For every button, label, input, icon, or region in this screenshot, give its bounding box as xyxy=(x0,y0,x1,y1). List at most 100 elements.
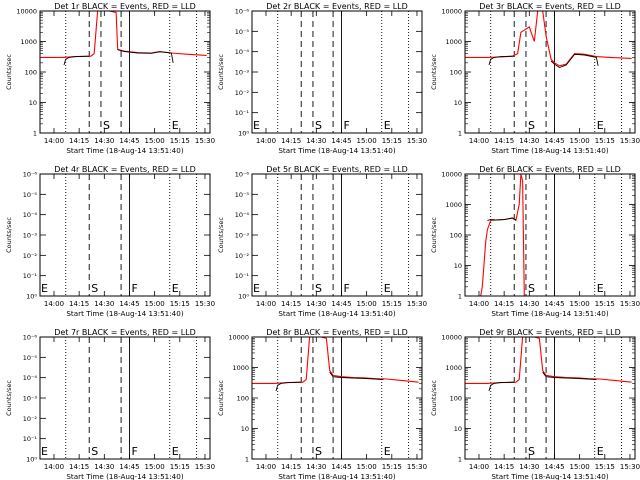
panel-8-frame xyxy=(251,336,423,460)
panel-8-ytick-label: 10 xyxy=(241,425,249,433)
panel-7-edge-label: E xyxy=(41,445,48,458)
panel-3-xtick-label: 14:30 xyxy=(519,137,539,145)
panel-6-xlabel: Start Time (18-Aug-14 13:51:40) xyxy=(491,309,608,318)
panel-1-marker-label: E xyxy=(172,119,179,132)
panel-5-xtick-label: 15:30 xyxy=(407,300,427,308)
panel-1-ylabel: Counts/sec xyxy=(5,54,13,90)
panel-1-ytick-label: 10 xyxy=(29,99,37,107)
panel-3-xtick-label: 15:15 xyxy=(595,137,615,145)
panel-8-series-events-line xyxy=(275,381,302,392)
panel-7-marker-label: E xyxy=(172,445,179,458)
panel-7-ytick-label: 10⁻⁵ xyxy=(23,354,38,362)
panel-4-marker-label: E xyxy=(172,282,179,295)
panel-4-xtick-label: 15:15 xyxy=(170,300,190,308)
panel-4-xtick-label: 14:15 xyxy=(69,300,89,308)
panel-4-xtick-label: 14:30 xyxy=(94,300,114,308)
panel-3-ytick-label: 10 xyxy=(454,99,462,107)
panel-9-xtick-label: 14:45 xyxy=(544,463,564,471)
panel-1-frame xyxy=(39,10,211,134)
panel-2-xtick-label: 14:15 xyxy=(281,137,301,145)
panel-1-xtick-label: 14:45 xyxy=(119,137,139,145)
panel-1: Det 1r BLACK = Events, RED = LLD Counts/s… xyxy=(5,2,215,155)
panel-8-marker-label: E xyxy=(384,445,391,458)
panel-6-xtick-label: 15:15 xyxy=(595,300,615,308)
panel-4: Det 4r BLACK = Events, RED = LLD Counts/s… xyxy=(5,165,215,318)
panel-2-ytick-label: 10⁻⁵ xyxy=(235,28,250,36)
panel-5-ytick-label: 10⁻⁶ xyxy=(235,171,250,179)
panel-2-ytick-label: 10⁻¹ xyxy=(235,109,250,117)
panel-2-ytick-label: 10⁻³ xyxy=(235,69,250,77)
panel-1-marker-label: S xyxy=(103,119,110,132)
panel-9-xlabel: Start Time (18-Aug-14 13:51:40) xyxy=(491,472,608,480)
panel-9-xtick-label: 14:30 xyxy=(519,463,539,471)
panel-4-ytick-label: 10⁰ xyxy=(26,293,37,301)
panel-2-xlabel: Start Time (18-Aug-14 13:51:40) xyxy=(278,146,395,155)
panel-5-xtick-label: 14:15 xyxy=(281,300,301,308)
panel-9-title: Det 9r BLACK = Events, RED = LLD xyxy=(479,328,621,337)
panel-3-xtick-label: 14:45 xyxy=(544,137,564,145)
panel-7-xtick-label: 14:15 xyxy=(69,463,89,471)
panel-3-ytick-label: 1000 xyxy=(445,38,462,46)
panel-2-frame xyxy=(251,10,423,134)
panel-8-ytick-label: 10000 xyxy=(228,334,249,342)
panel-6-ytick-label: 1000 xyxy=(445,201,462,209)
panel-3-ytick-label: 10000 xyxy=(441,8,462,16)
panel-2: Det 2r BLACK = Events, RED = LLD Counts/s… xyxy=(217,2,427,155)
panel-8-ylabel: Counts/sec xyxy=(217,380,225,416)
panel-9-ytick-label: 100 xyxy=(450,395,462,403)
panel-4-xtick-label: 14:45 xyxy=(119,300,139,308)
panel-9-xtick-label: 15:00 xyxy=(570,463,590,471)
panel-6-frame xyxy=(464,173,636,297)
panel-9-ylabel: Counts/sec xyxy=(430,380,438,416)
panel-9-marker-label: E xyxy=(597,445,604,458)
panel-3-xtick-label: 14:15 xyxy=(494,137,514,145)
panel-8-ytick-label: 1 xyxy=(245,456,249,464)
panel-7-xtick-label: 14:45 xyxy=(119,463,139,471)
panel-4-ytick-label: 10⁻⁵ xyxy=(23,191,38,199)
panel-6-ytick-label: 10 xyxy=(454,262,462,270)
panel-7-ylabel: Counts/sec xyxy=(5,380,13,416)
panel-2-marker-label: S xyxy=(315,119,322,132)
panel-4-frame xyxy=(39,173,211,297)
panel-7-marker-label: F xyxy=(131,445,137,458)
panel-9-series-events-line xyxy=(488,381,515,392)
panel-8-xtick-label: 15:15 xyxy=(382,463,402,471)
panel-1-xtick-label: 15:15 xyxy=(170,137,190,145)
panel-3-frame xyxy=(464,10,636,134)
panel-8-xlabel: Start Time (18-Aug-14 13:51:40) xyxy=(278,472,395,480)
panel-1-ytick-label: 100 xyxy=(25,69,37,77)
panel-6-xtick-label: 14:45 xyxy=(544,300,564,308)
panel-7-marker-label: S xyxy=(91,445,98,458)
panel-5-ytick-label: 10⁻¹ xyxy=(235,272,250,280)
panel-4-edge-label: E xyxy=(41,282,48,295)
panel-5-ytick-label: 10⁰ xyxy=(238,293,249,301)
panel-9-series-events-line xyxy=(542,371,597,381)
panel-1-xtick-label: 14:15 xyxy=(69,137,89,145)
panel-4-marker-label: F xyxy=(131,282,137,295)
panel-7-ytick-label: 10⁻⁴ xyxy=(23,374,38,382)
panel-7-ytick-label: 10⁻³ xyxy=(23,395,38,403)
panel-9-ytick-label: 10 xyxy=(454,425,462,433)
panel-2-ytick-label: 10⁻⁴ xyxy=(235,48,250,56)
panel-5-xtick-label: 15:00 xyxy=(357,300,377,308)
panel-3-series-events-line xyxy=(550,53,599,69)
panel-7-ytick-label: 10⁻² xyxy=(23,415,38,423)
panel-2-xtick-label: 15:15 xyxy=(382,137,402,145)
panel-3-series-lld-line xyxy=(465,10,632,67)
panel-6-ytick-label: 100 xyxy=(450,232,462,240)
panel-4-ytick-label: 10⁻³ xyxy=(23,232,38,240)
panel-1-title: Det 1r BLACK = Events, RED = LLD xyxy=(54,2,196,11)
panel-6-xtick-label: 15:00 xyxy=(570,300,590,308)
panel-4-ytick-label: 10⁻² xyxy=(23,252,38,260)
panel-6-xtick-label: 14:15 xyxy=(494,300,514,308)
panel-9-ytick-label: 1 xyxy=(458,456,462,464)
panel-7: Det 7r BLACK = Events, RED = LLD Counts/s… xyxy=(5,328,215,480)
panel-2-ytick-label: 10⁻² xyxy=(235,89,250,97)
panel-6-xtick-label: 14:30 xyxy=(519,300,539,308)
panel-3-xlabel: Start Time (18-Aug-14 13:51:40) xyxy=(491,146,608,155)
panel-7-xlabel: Start Time (18-Aug-14 13:51:40) xyxy=(66,472,183,480)
panel-6-series-events-line xyxy=(487,217,517,221)
panel-5-ytick-label: 10⁻² xyxy=(235,252,250,260)
panel-2-ytick-label: 10⁻⁶ xyxy=(235,8,250,16)
panel-1-xtick-label: 15:30 xyxy=(195,137,215,145)
